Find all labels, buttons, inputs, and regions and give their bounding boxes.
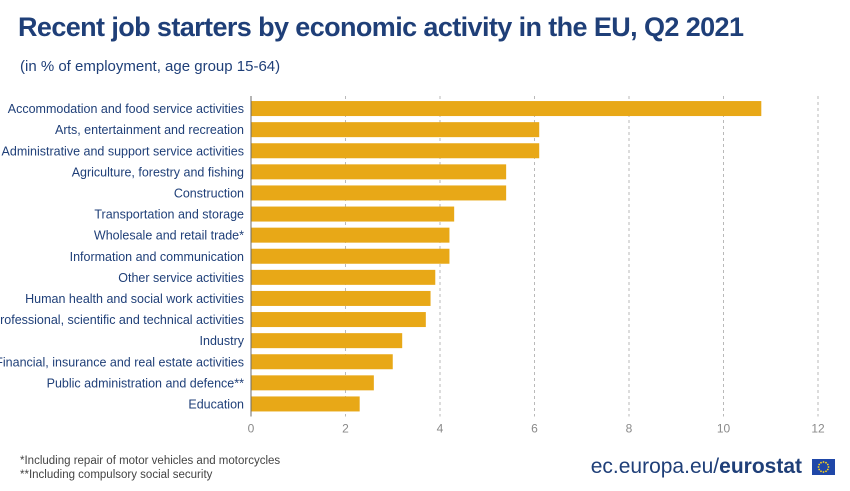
category-label: Construction: [174, 186, 244, 200]
x-tick-label: 0: [248, 422, 255, 436]
category-label: Financial, insurance and real estate act…: [0, 355, 244, 369]
category-label: Transportation and storage: [94, 208, 244, 222]
bar: [251, 290, 431, 306]
bar: [251, 185, 507, 201]
bar: [251, 333, 403, 349]
bar-chart: 0 2 4 6 8 10 12 Accommodation and food service …: [0, 96, 825, 436]
bar: [251, 354, 393, 370]
chart-subtitle: (in % of employment, age group 15-64): [20, 58, 281, 75]
category-label: Administrative and support service activ…: [2, 144, 244, 158]
bar: [251, 164, 507, 180]
bar: [251, 375, 374, 391]
category-label: Industry: [200, 334, 245, 348]
x-tick-label: 12: [811, 422, 825, 436]
x-tick-label: 10: [717, 422, 731, 436]
bar: [251, 122, 540, 138]
eurostat-wordmark: eurostat: [719, 455, 802, 478]
x-tick-label: 8: [626, 422, 633, 436]
bar: [251, 396, 360, 412]
x-tick-label: 2: [342, 422, 349, 436]
x-tick-label: 4: [437, 422, 444, 436]
category-label: Wholesale and retail trade*: [94, 229, 244, 243]
eu-flag-icon: [812, 459, 835, 475]
source-link[interactable]: ec.europa.eu/eurostat: [591, 455, 802, 479]
bar: [251, 101, 762, 117]
category-label: Education: [188, 397, 244, 411]
bar: [251, 227, 450, 243]
x-tick-label: 6: [531, 422, 538, 436]
footnote-1: *Including repair of motor vehicles and …: [20, 455, 281, 467]
footnote-2: **Including compulsory social security: [20, 469, 213, 481]
bar: [251, 206, 455, 222]
footnotes: *Including repair of motor vehicles and …: [20, 454, 280, 482]
category-label: Other service activities: [118, 271, 244, 285]
category-label: Public administration and defence**: [47, 376, 244, 390]
category-label: Human health and social work activities: [25, 292, 244, 306]
chart-title: Recent job starters by economic activity…: [18, 12, 744, 42]
bar: [251, 143, 540, 159]
bar: [251, 269, 436, 285]
category-label: Arts, entertainment and recreation: [55, 123, 244, 137]
bar: [251, 312, 426, 328]
bar: [251, 248, 450, 264]
category-label: Information and communication: [70, 250, 244, 264]
category-label: Accommodation and food service activitie…: [8, 102, 244, 116]
source-url-prefix: ec.europa.eu/: [590, 455, 720, 478]
category-label: Agriculture, forestry and fishing: [72, 165, 244, 179]
category-label: Professional, scientific and technical a…: [0, 313, 244, 327]
